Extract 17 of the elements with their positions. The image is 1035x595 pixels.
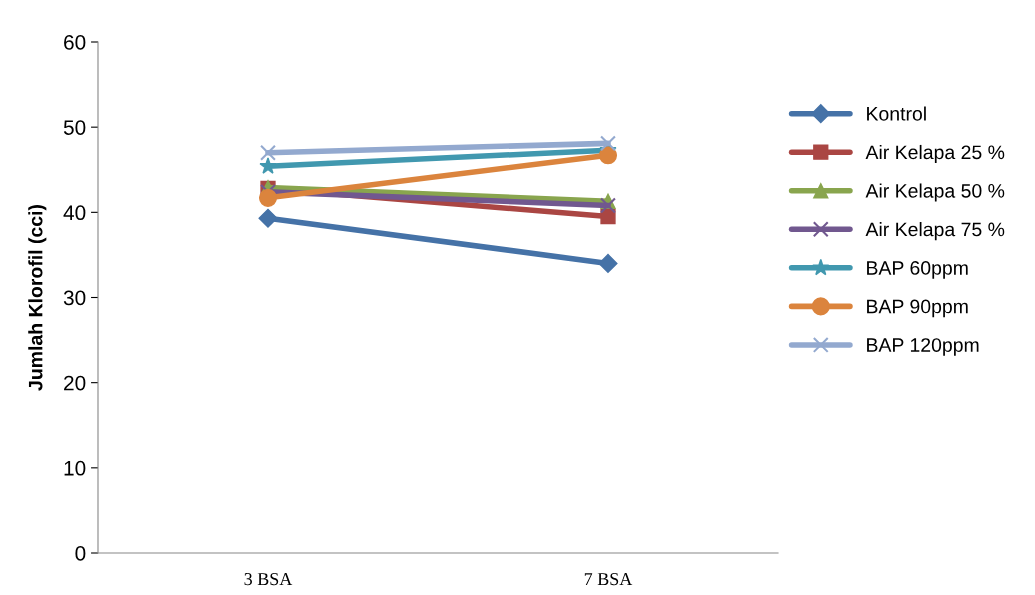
x-tick-label: 7 BSA xyxy=(584,573,633,586)
y-axis-title: Jumlah Klorofil (cci) xyxy=(28,205,47,391)
legend-label: Air Kelapa 25 % xyxy=(865,144,1005,164)
y-tick-label: 40 xyxy=(63,205,86,221)
legend-label: Air Kelapa 75 % xyxy=(865,222,1005,241)
legend-label: Kontrol xyxy=(867,106,926,121)
x-tick-label: 3 BSA xyxy=(244,573,293,586)
y-tick-label: 20 xyxy=(64,375,86,391)
y-tick-label: 60 xyxy=(64,35,86,50)
legend-label: BAP 60ppm xyxy=(867,261,968,279)
legend-label: BAP 120ppm xyxy=(867,338,979,356)
y-tick-label: 30 xyxy=(63,290,86,306)
y-tick-label: 0 xyxy=(75,546,86,561)
legend-label: Air Kelapa 50 % xyxy=(865,183,1005,202)
y-tick-label: 50 xyxy=(63,120,86,135)
y-tick-label: 10 xyxy=(64,460,86,476)
legend-label: BAP 90ppm xyxy=(867,299,968,318)
